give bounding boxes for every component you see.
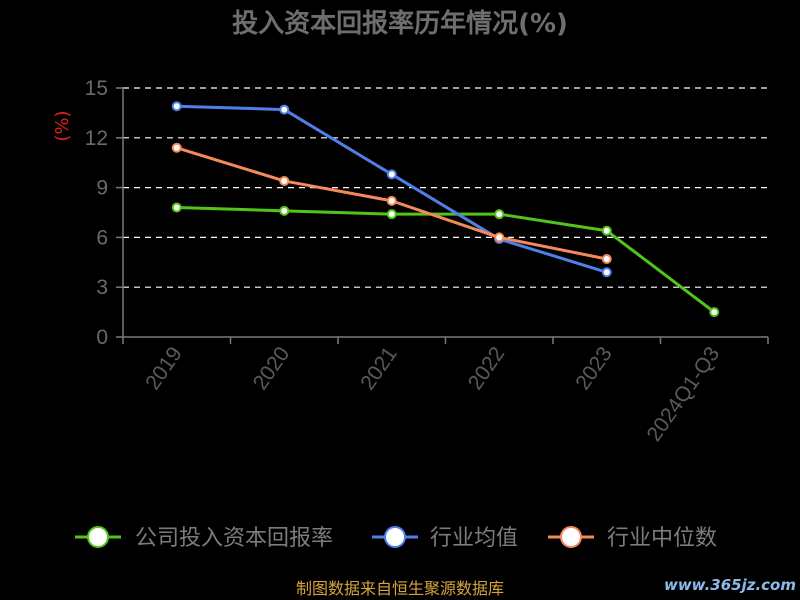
y-tick-label-9: 9 bbox=[96, 177, 108, 200]
y-tick-label-15: 15 bbox=[85, 77, 108, 100]
x-tick-label-2020: 2020 bbox=[249, 343, 295, 394]
legend-label-industry-median: 行业中位数 bbox=[607, 526, 717, 551]
watermark: www.365jz.com bbox=[664, 576, 796, 594]
data-point-0-2019 bbox=[171, 202, 182, 213]
y-tick-label-0: 0 bbox=[96, 326, 108, 349]
data-point-2-2021 bbox=[386, 195, 397, 206]
legend-item-company[interactable]: 公司投入资本回报率 bbox=[75, 526, 333, 551]
y-tick-label-12: 12 bbox=[85, 127, 108, 150]
x-tick-label-2021: 2021 bbox=[356, 343, 402, 394]
data-point-2-2022 bbox=[494, 232, 505, 243]
legend-marker-industry-median bbox=[560, 526, 582, 548]
legend-item-industry-mean[interactable]: 行业均值 bbox=[372, 526, 518, 551]
y-tick-label-6: 6 bbox=[96, 226, 108, 249]
legend-marker-industry-mean bbox=[384, 526, 406, 548]
axes: 0 3 6 9 12 15 2019 2020 2021 2022 2023 2024Q1-Q3 bbox=[85, 77, 769, 446]
data-point-1-2023 bbox=[601, 267, 612, 278]
data-point-0-2023 bbox=[601, 225, 612, 236]
data-point-1-2019 bbox=[171, 101, 182, 112]
x-tick-label-2024Q1-Q3: 2024Q1-Q3 bbox=[643, 343, 725, 446]
legend-label-industry-mean: 行业均值 bbox=[430, 526, 518, 551]
y-tick-label-3: 3 bbox=[96, 276, 108, 299]
chart-title: 投入资本回报率历年情况(%) bbox=[232, 8, 568, 39]
data-point-0-2021 bbox=[386, 209, 397, 220]
legend-item-industry-median[interactable]: 行业中位数 bbox=[548, 526, 717, 551]
data-point-2-2023 bbox=[601, 253, 612, 264]
x-tick-label-2022: 2022 bbox=[464, 343, 510, 394]
x-tick-label-2019: 2019 bbox=[141, 343, 187, 394]
data-point-0-2024Q1-Q3 bbox=[709, 307, 720, 318]
legend-label-company: 公司投入资本回报率 bbox=[135, 526, 333, 551]
grid-lines bbox=[123, 87, 768, 288]
data-point-2-2019 bbox=[171, 142, 182, 153]
legend: 公司投入资本回报率 行业均值 行业中位数 bbox=[75, 526, 717, 551]
data-point-1-2021 bbox=[386, 169, 397, 180]
data-source-footer: 制图数据来自恒生聚源数据库 bbox=[296, 579, 504, 598]
data-point-0-2022 bbox=[494, 209, 505, 220]
y-axis-label: (%) bbox=[52, 110, 73, 141]
series-lines bbox=[171, 101, 720, 318]
x-tick-label-2023: 2023 bbox=[571, 343, 617, 394]
data-point-0-2020 bbox=[279, 205, 290, 216]
data-point-1-2020 bbox=[279, 104, 290, 115]
data-point-2-2020 bbox=[279, 175, 290, 186]
series-line-0 bbox=[176, 206, 716, 314]
legend-marker-company bbox=[87, 526, 109, 548]
